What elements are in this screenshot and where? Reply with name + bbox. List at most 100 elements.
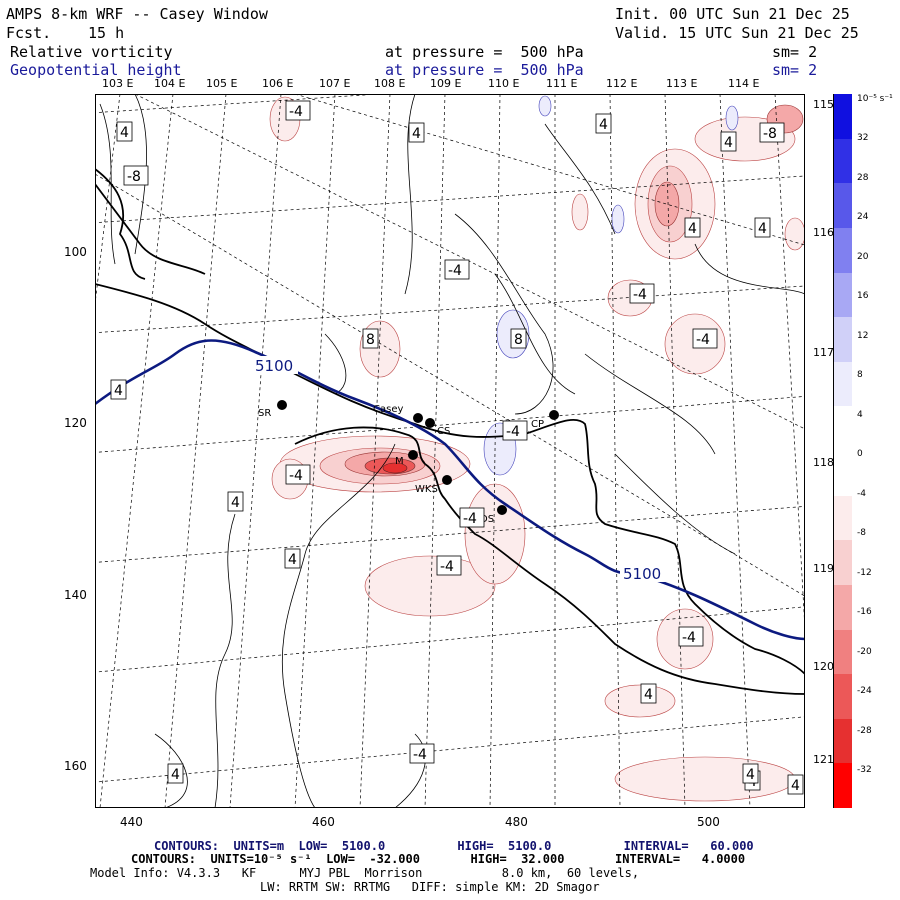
lon-label-top-3: 106 E	[262, 77, 294, 90]
lon-label-top-6: 109 E	[430, 77, 462, 90]
colorbar-tick-label: -32	[857, 765, 872, 775]
lon-label-top-10: 113 E	[666, 77, 698, 90]
lon-label-top-7: 110 E	[488, 77, 520, 90]
vorticity-label-box	[759, 122, 785, 143]
geopotential-5100-contour	[95, 339, 805, 641]
vorticity-label-box	[284, 548, 301, 569]
vorticity-label-box	[285, 464, 311, 485]
colorbar-segment	[834, 317, 852, 362]
height-label-5100-east: 5100	[623, 565, 661, 583]
lon-label-top-5: 108 E	[374, 77, 406, 90]
x-tick-label: 500	[697, 815, 720, 829]
vorticity-label-box	[692, 328, 718, 349]
map-title: AMPS 8-km WRF -- Casey Window	[6, 5, 268, 23]
y-tick-label: 140	[64, 588, 87, 602]
colorbar-segment	[834, 674, 852, 719]
vorticity-label: 4	[791, 778, 800, 794]
height-label-5100-west: 5100	[255, 357, 293, 375]
colorbar-tick-label: 24	[857, 212, 869, 222]
vorticity-label: 4	[412, 126, 421, 142]
vorticity-label-box	[510, 328, 527, 349]
vorticity-label-box	[167, 763, 184, 784]
colorbar-unit: 10⁻⁵ s⁻¹	[857, 94, 893, 104]
vorticity-label: -4	[289, 468, 303, 484]
colorbar-segment	[834, 94, 852, 139]
vorticity-label: 4	[114, 383, 123, 399]
vorticity-label-box	[684, 217, 701, 238]
vorticity-label: 4	[758, 221, 767, 237]
station-SR-marker	[277, 400, 287, 410]
vorticity-label-box	[408, 122, 425, 143]
vorticity-label: -8	[127, 169, 141, 185]
colorbar	[833, 94, 852, 808]
vorticity-label-box	[502, 420, 528, 441]
station-M-marker	[408, 450, 418, 460]
field2-name: Geopotential height	[10, 61, 182, 79]
station-CS-label: CS	[437, 426, 450, 437]
vorticity-label-box	[459, 507, 485, 528]
vorticity-label: -4	[633, 287, 647, 303]
vorticity-label-box	[436, 555, 462, 576]
y-tick-label: 160	[64, 759, 87, 773]
vorticity-label-box	[444, 259, 470, 280]
lon-label-top-2: 105 E	[206, 77, 238, 90]
vorticity-label: -4	[440, 559, 454, 575]
colorbar-tick-label: 32	[857, 133, 869, 143]
colorbar-tick-label: 16	[857, 291, 869, 301]
colorbar-tick-label: 8	[857, 370, 863, 380]
colorbar-tick-label: 28	[857, 172, 869, 183]
footer-contours-vorticity: CONTOURS: UNITS=10⁻⁵ s⁻¹ LOW= -32.000 HI…	[131, 852, 746, 866]
y-tick-label: 100	[64, 245, 87, 259]
vorticity-label: 4	[644, 687, 653, 703]
lon-label-top-8: 111 E	[546, 77, 578, 90]
vorticity-label-box	[720, 131, 737, 152]
vorticity-label: 8	[514, 332, 523, 348]
field1-smoothing: sm= 2	[772, 43, 818, 61]
station-SR-label: SR	[258, 408, 271, 419]
vorticity-label: 4	[724, 135, 733, 151]
lon-label-top-0: 103 E	[102, 77, 134, 90]
colorbar-tick-label: 0	[857, 449, 863, 459]
footer-contours-height: CONTOURS: UNITS=m LOW= 5100.0 HIGH= 5100…	[154, 839, 754, 853]
vorticity-contours	[99, 94, 805, 808]
vorticity-label-box	[285, 100, 311, 121]
vorticity-label-box	[116, 121, 133, 142]
vorticity-label: 4	[120, 125, 129, 141]
vorticity-label-box	[595, 113, 612, 134]
vorticity-label: -4	[448, 263, 462, 279]
forecast-label: Fcst.	[6, 24, 52, 42]
vorticity-label: -8	[763, 126, 777, 142]
vorticity-label-box	[110, 379, 127, 400]
vorticity-label: 4	[746, 767, 755, 783]
field2-level: at pressure = 500 hPa	[385, 61, 584, 79]
colorbar-segment	[834, 584, 852, 630]
vorticity-label-box	[629, 283, 655, 304]
station-M-label: M	[395, 456, 404, 467]
x-tick-label: 440	[120, 815, 143, 829]
x-tick-label: 480	[505, 815, 528, 829]
colorbar-tick-label: -12	[857, 567, 872, 578]
field1-name: Relative vorticity	[10, 43, 173, 61]
colorbar-segment	[834, 138, 852, 184]
lon-label-top-4: 107 E	[319, 77, 351, 90]
colorbar-tick-label: 12	[857, 330, 869, 341]
vorticity-label-box	[754, 217, 771, 238]
vorticity-label-box	[742, 763, 759, 784]
colorbar-segment	[834, 495, 852, 541]
station-markers	[277, 400, 559, 515]
valid-time: Valid. 15 UTC Sun 21 Dec 25	[615, 24, 859, 42]
colorbar-segment	[834, 272, 852, 318]
station-Casey-label: Casey	[373, 404, 403, 415]
field2-smoothing: sm= 2	[772, 61, 818, 79]
vorticity-label: -4	[682, 630, 696, 646]
colorbar-tick-label: 4	[857, 409, 863, 420]
colorbar-segment	[834, 763, 852, 808]
vorticity-label: 4	[288, 552, 297, 568]
init-time: Init. 00 UTC Sun 21 Dec 25	[615, 5, 850, 23]
y-tick-label: 120	[64, 416, 87, 430]
colorbar-segment	[834, 718, 852, 764]
vorticity-label: 4	[171, 767, 180, 783]
colorbar-segment	[834, 629, 852, 675]
vorticity-label: -4	[413, 747, 427, 763]
